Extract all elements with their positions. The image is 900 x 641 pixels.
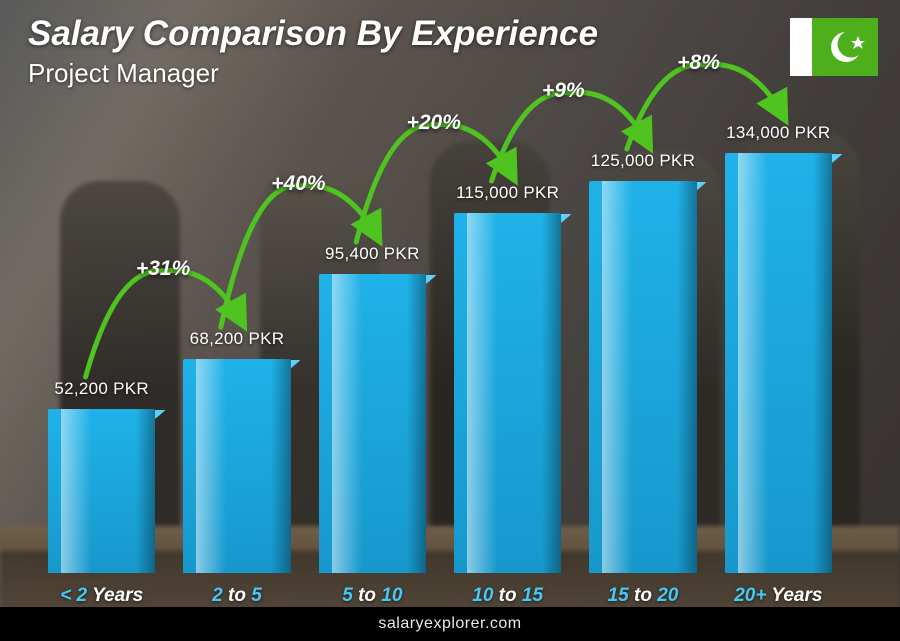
bar bbox=[48, 409, 155, 573]
salary-chart: 52,200 PKR< 2 Years 68,200 PKR2 to 5 95,40… bbox=[40, 100, 840, 573]
bar-value-label: 125,000 PKR bbox=[591, 151, 695, 171]
category-label: 5 to 10 bbox=[297, 585, 447, 607]
bar bbox=[589, 181, 696, 573]
bar-column: 68,200 PKR2 to 5 bbox=[183, 329, 290, 573]
bar bbox=[319, 274, 426, 573]
growth-arc-label: +20% bbox=[407, 111, 461, 135]
bar-column: 52,200 PKR< 2 Years bbox=[48, 379, 155, 573]
bar bbox=[725, 153, 832, 573]
bar-column: 115,000 PKR10 to 15 bbox=[454, 183, 561, 573]
bar-value-label: 68,200 PKR bbox=[190, 329, 285, 349]
growth-arc-label: +40% bbox=[271, 172, 325, 196]
bar bbox=[183, 359, 290, 573]
footer: salaryexplorer.com bbox=[0, 607, 900, 641]
category-label: 20+ Years bbox=[703, 585, 853, 607]
pakistan-flag-icon bbox=[790, 18, 878, 76]
growth-arc-label: +9% bbox=[542, 79, 585, 103]
category-label: 2 to 5 bbox=[162, 585, 312, 607]
bar-value-label: 52,200 PKR bbox=[54, 379, 149, 399]
bar-value-label: 115,000 PKR bbox=[456, 183, 559, 203]
bar bbox=[454, 213, 561, 573]
page-subtitle: Project Manager bbox=[28, 58, 872, 89]
bar-group: 52,200 PKR< 2 Years 68,200 PKR2 to 5 95,40… bbox=[40, 100, 840, 573]
growth-arc-label: +31% bbox=[136, 257, 190, 281]
category-label: 10 to 15 bbox=[433, 585, 583, 607]
bar-column: 95,400 PKR5 to 10 bbox=[319, 244, 426, 573]
page-title: Salary Comparison By Experience bbox=[28, 14, 872, 54]
bar-value-label: 95,400 PKR bbox=[325, 244, 420, 264]
header: Salary Comparison By Experience Project … bbox=[28, 14, 872, 89]
growth-arc-label: +8% bbox=[677, 51, 720, 75]
category-label: 15 to 20 bbox=[568, 585, 718, 607]
bar-column: 125,000 PKR15 to 20 bbox=[589, 151, 696, 573]
category-label: < 2 Years bbox=[27, 585, 177, 607]
footer-text: salaryexplorer.com bbox=[378, 615, 521, 633]
bar-column: 134,000 PKR20+ Years bbox=[725, 123, 832, 573]
bar-value-label: 134,000 PKR bbox=[726, 123, 830, 143]
